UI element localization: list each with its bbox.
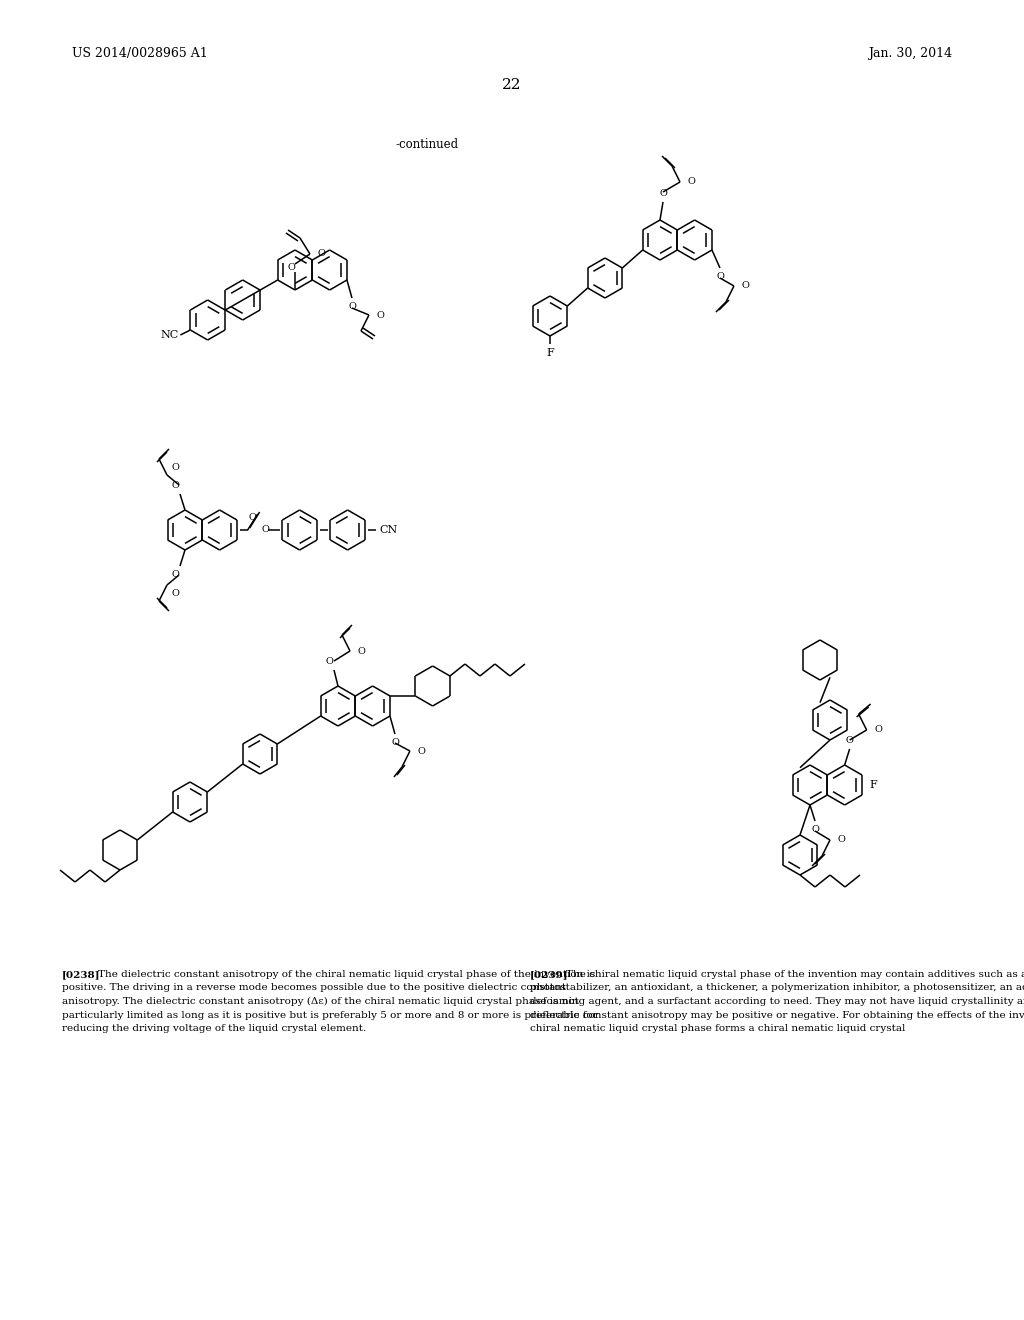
Text: F: F (869, 780, 878, 789)
Text: O: O (171, 570, 179, 579)
Text: O: O (418, 747, 426, 755)
Text: photostabilizer, an antioxidant, a thickener, a polymerization inhibitor, a phot: photostabilizer, an antioxidant, a thick… (530, 983, 1024, 993)
Text: F: F (546, 348, 554, 358)
Text: O: O (287, 263, 295, 272)
Text: US 2014/0028965 A1: US 2014/0028965 A1 (72, 48, 208, 59)
Text: O: O (171, 480, 179, 490)
Text: O: O (377, 310, 385, 319)
Text: O: O (262, 525, 269, 535)
Text: defoaming agent, and a surfactant according to need. They may not have liquid cr: defoaming agent, and a surfactant accord… (530, 997, 1024, 1006)
Text: NC: NC (160, 330, 178, 341)
Text: Jan. 30, 2014: Jan. 30, 2014 (868, 48, 952, 59)
Text: particularly limited as long as it is positive but is preferably 5 or more and 8: particularly limited as long as it is po… (62, 1011, 598, 1019)
Text: reducing the driving voltage of the liquid crystal element.: reducing the driving voltage of the liqu… (62, 1024, 367, 1034)
Text: O: O (811, 825, 819, 834)
Text: O: O (716, 272, 724, 281)
Text: O: O (172, 462, 180, 471)
Text: dielectric constant anisotropy may be positive or negative. For obtaining the ef: dielectric constant anisotropy may be po… (530, 1011, 1024, 1019)
Text: O: O (688, 177, 696, 186)
Text: O: O (348, 302, 356, 312)
Text: O: O (838, 836, 846, 845)
Text: O: O (358, 647, 366, 656)
Text: O: O (742, 281, 750, 290)
Text: [0238]: [0238] (62, 970, 100, 979)
Text: chiral nematic liquid crystal phase forms a chiral nematic liquid crystal: chiral nematic liquid crystal phase form… (530, 1024, 905, 1034)
Text: The chiral nematic liquid crystal phase of the invention may contain additives s: The chiral nematic liquid crystal phase … (553, 970, 1024, 979)
Text: CN: CN (380, 525, 398, 535)
Text: [0239]: [0239] (530, 970, 568, 979)
Text: -continued: -continued (395, 139, 458, 150)
Text: anisotropy. The dielectric constant anisotropy (Δε) of the chiral nematic liquid: anisotropy. The dielectric constant anis… (62, 997, 579, 1006)
Text: O: O (659, 189, 667, 198)
Text: O: O (326, 657, 333, 667)
Text: O: O (874, 726, 883, 734)
Text: positive. The driving in a reverse mode becomes possible due to the positive die: positive. The driving in a reverse mode … (62, 983, 566, 993)
Text: O: O (391, 738, 399, 747)
Text: O: O (172, 589, 180, 598)
Text: O: O (249, 513, 257, 523)
Text: 22: 22 (502, 78, 522, 92)
Text: The dielectric constant anisotropy of the chiral nematic liquid crystal phase of: The dielectric constant anisotropy of th… (85, 970, 596, 979)
Text: O: O (846, 737, 854, 744)
Text: O: O (317, 249, 325, 259)
